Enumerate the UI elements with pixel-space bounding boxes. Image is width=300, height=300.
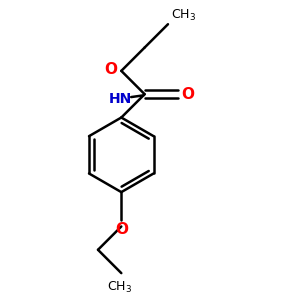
Text: CH$_3$: CH$_3$ — [107, 280, 132, 295]
Text: HN: HN — [109, 92, 132, 106]
Text: O: O — [181, 87, 194, 102]
Text: O: O — [115, 222, 128, 237]
Text: CH$_3$: CH$_3$ — [171, 8, 196, 23]
Text: O: O — [104, 62, 117, 77]
